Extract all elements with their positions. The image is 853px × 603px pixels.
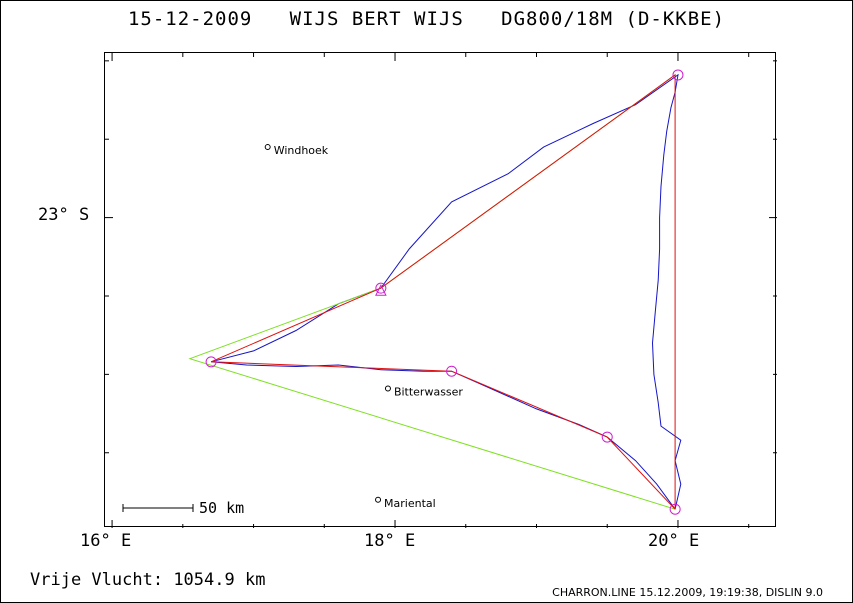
x-tick-label-16e: 16° E xyxy=(80,531,132,551)
start-triangle-marker xyxy=(375,284,387,296)
flight-date: 15-12-2009 xyxy=(127,8,253,30)
turnpoint-marker-1 xyxy=(375,282,387,294)
flight-track-line xyxy=(210,73,682,510)
flight-title: 15-12-2009 WIJS BERT WIJS DG800/18M (D-K… xyxy=(0,8,853,30)
turnpoint-marker-5 xyxy=(669,503,681,515)
glider-type: DG800/18M (D-KKBE) xyxy=(501,8,726,30)
place-label-windhoek: Windhoek xyxy=(274,144,329,157)
place-marker-mariental xyxy=(375,496,382,503)
turnpoint-marker-0 xyxy=(672,69,684,81)
turnpoint-marker-4 xyxy=(601,431,613,443)
scale-bar-label: 50 km xyxy=(199,499,244,517)
footer-info: CHARRON.LINE 15.12.2009, 19:19:38, DISLI… xyxy=(552,586,823,599)
places: Windhoek Bitterwasser Mariental xyxy=(264,144,463,510)
turnpoint-marker-2 xyxy=(205,356,217,368)
scale-bar: 50 km xyxy=(122,499,244,517)
map-plot-area[interactable]: Windhoek Bitterwasser Mariental 50 km xyxy=(104,52,777,528)
place-label-mariental: Mariental xyxy=(384,497,436,510)
place-label-bitterwasser: Bitterwasser xyxy=(394,385,463,398)
pilot-name: WIJS BERT WIJS xyxy=(289,8,464,30)
axis-ticks xyxy=(105,53,777,528)
x-tick-label-18e: 18° E xyxy=(364,531,416,551)
free-flight-label: Vrije Vlucht: xyxy=(30,570,164,590)
turnpoint-markers xyxy=(205,69,684,515)
task-route-line xyxy=(210,73,676,510)
optimized-route-line xyxy=(188,74,676,510)
turnpoint-marker-3 xyxy=(446,365,458,377)
y-tick-label-23s: 23° S xyxy=(38,205,90,225)
free-flight-distance: Vrije Vlucht: 1054.9 km xyxy=(30,570,265,590)
free-flight-value: 1054.9 km xyxy=(173,570,266,590)
flight-map: Windhoek Bitterwasser Mariental 50 km xyxy=(105,53,777,528)
x-tick-label-20e: 20° E xyxy=(648,531,700,551)
place-marker-windhoek xyxy=(264,144,271,151)
place-marker-bitterwasser xyxy=(384,385,391,392)
